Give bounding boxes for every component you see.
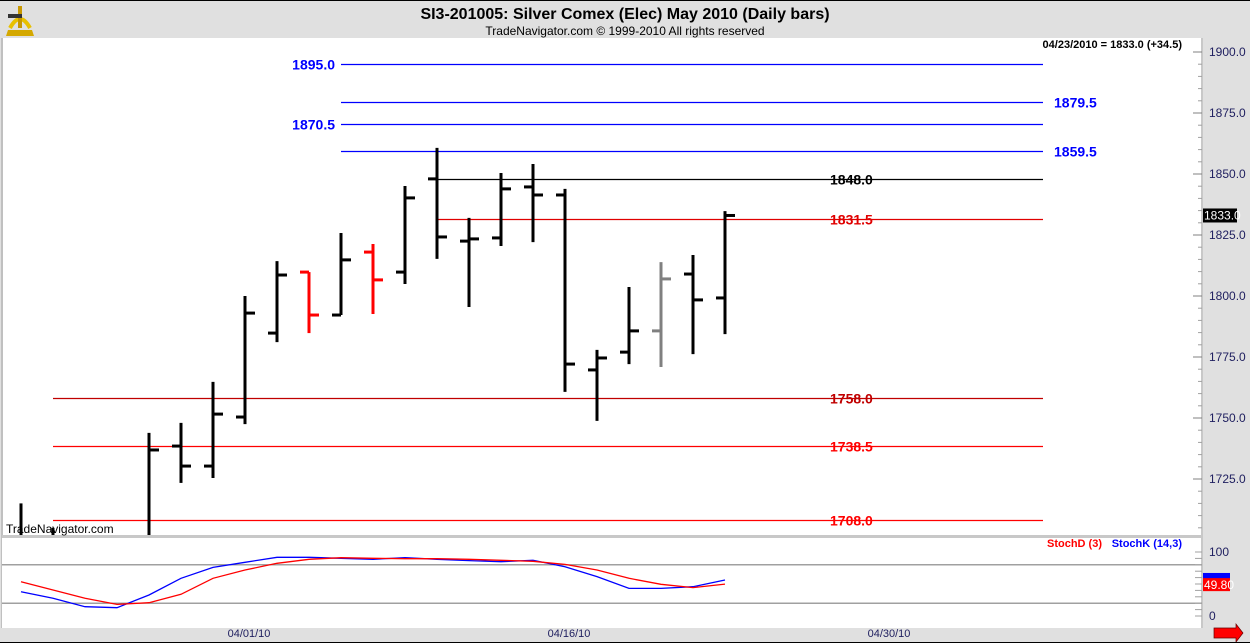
level-label: 1738.5 bbox=[830, 439, 873, 455]
ohlc-bar bbox=[716, 211, 735, 335]
legend-stochk: StochK (14,3) bbox=[1112, 538, 1183, 550]
ohlc-bar bbox=[460, 217, 479, 307]
last-bar-readout: 04/23/2010 = 1833.0 (+34.5) bbox=[1043, 39, 1183, 51]
ohlc-bar bbox=[588, 349, 607, 421]
legend-stochd: StochD (3) bbox=[1047, 538, 1102, 550]
ohlc-bar bbox=[620, 286, 639, 365]
sextant-icon bbox=[6, 6, 34, 36]
x-tick-label: 04/01/10 bbox=[228, 628, 271, 640]
watermark: TradeNavigator.com bbox=[6, 522, 114, 536]
ohlc-bar bbox=[300, 270, 319, 334]
stoch-tick-label: 0 bbox=[1209, 609, 1216, 623]
y-tick-label: 1825.0 bbox=[1209, 228, 1246, 242]
ohlc-bar bbox=[364, 244, 383, 315]
ohlc-bar bbox=[428, 147, 447, 259]
price-panel[interactable] bbox=[2, 38, 1202, 535]
date-axis[interactable]: 04/01/10 04/16/10 04/30/10 bbox=[228, 628, 911, 640]
stoch-line-k bbox=[20, 556, 726, 609]
ohlc-bar bbox=[396, 185, 415, 285]
stoch-tick-label: 100 bbox=[1209, 545, 1229, 559]
last-price-box bbox=[1203, 208, 1237, 223]
ohlc-bar bbox=[684, 255, 703, 355]
price-axis[interactable]: 1900.0 1875.0 1850.0 1825.0 1800.0 1775.0 1750… bbox=[1193, 45, 1246, 529]
stochastic-panel[interactable] bbox=[2, 538, 1202, 628]
chart-title: SI3-201005: Silver Comex (Elec) May 2010… bbox=[420, 6, 829, 23]
ohlc-bar bbox=[147, 432, 159, 535]
x-tick-label: 04/16/10 bbox=[548, 628, 591, 640]
y-tick-label: 1875.0 bbox=[1209, 106, 1246, 120]
y-tick-label: 1800.0 bbox=[1209, 289, 1246, 303]
price-levels: 1895.0 1879.5 1870.5 1859.5 1848.0 1831.5 1758… bbox=[53, 57, 1097, 529]
level-label: 1895.0 bbox=[292, 57, 335, 73]
level-label: 1708.0 bbox=[830, 513, 873, 529]
ohlc-bar bbox=[204, 381, 223, 479]
ohlc-bar bbox=[268, 261, 287, 343]
scroll-right-arrow-icon[interactable] bbox=[1213, 622, 1244, 643]
level-label: 1831.5 bbox=[830, 212, 873, 228]
ohlc-bar bbox=[556, 188, 575, 392]
ohlc-bar bbox=[524, 163, 543, 243]
y-tick-label: 1775.0 bbox=[1209, 350, 1246, 364]
level-label: 1758.0 bbox=[830, 391, 873, 407]
y-tick-label: 1750.0 bbox=[1209, 411, 1246, 425]
ohlc-bars bbox=[19, 147, 735, 535]
ohlc-bar bbox=[652, 262, 671, 368]
stochastic-indicator: 100 0 49.80 bbox=[2, 545, 1234, 623]
stoch-line-d bbox=[20, 557, 726, 606]
y-tick-label: 1900.0 bbox=[1209, 45, 1246, 59]
ohlc-bar bbox=[236, 296, 255, 425]
level-label: 1859.5 bbox=[1054, 144, 1097, 160]
ohlc-bar bbox=[492, 173, 511, 246]
stochd-value-label: 49.80 bbox=[1204, 578, 1234, 592]
last-price-label: 1833.0 bbox=[1204, 208, 1241, 222]
y-tick-label: 1850.0 bbox=[1209, 167, 1246, 181]
level-label: 1879.5 bbox=[1054, 95, 1097, 111]
stochd-value-box bbox=[1203, 578, 1230, 592]
ohlc-bar bbox=[332, 233, 351, 317]
y-tick-label: 1725.0 bbox=[1209, 472, 1246, 486]
level-label: 1870.5 bbox=[292, 117, 335, 133]
ohlc-bar bbox=[172, 422, 191, 483]
chart-subtitle: TradeNavigator.com © 1999-2010 All right… bbox=[485, 24, 764, 38]
level-label: 1848.0 bbox=[830, 172, 873, 188]
x-tick-label: 04/30/10 bbox=[868, 628, 911, 640]
